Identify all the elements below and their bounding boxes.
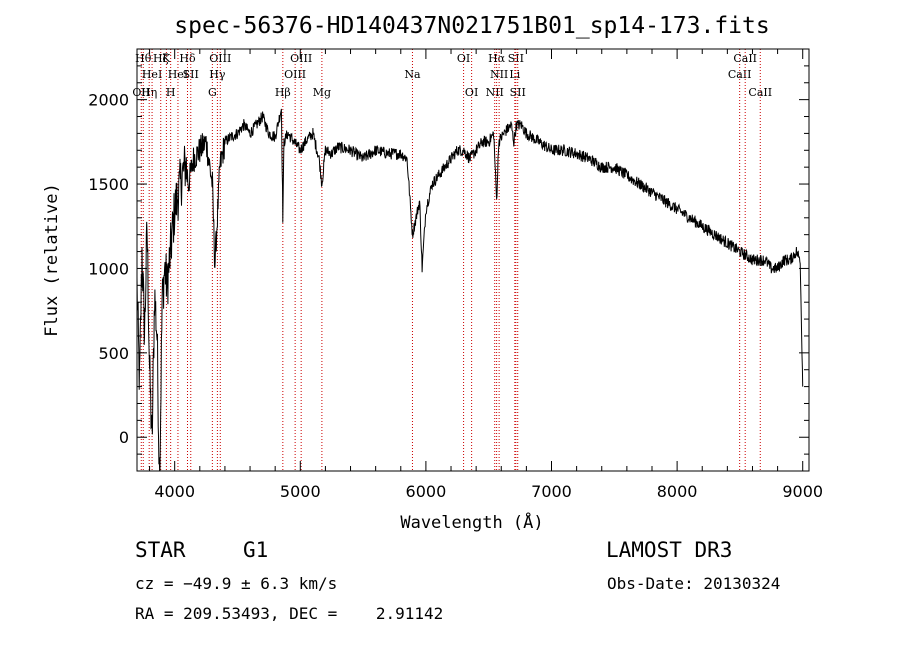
object-class: STAR <box>135 538 186 562</box>
x-axis: 4000 5000 6000 7000 8000 9000 <box>149 49 823 501</box>
survey-name: LAMOST DR3 <box>606 538 733 562</box>
line-marker-label: G <box>208 86 217 99</box>
line-marker-label: Li <box>509 68 520 81</box>
line-marker-label: OIII <box>284 68 306 81</box>
x-tick-label: 5000 <box>280 482 321 501</box>
redshift-cz: cz = −49.9 ± 6.3 km/s <box>135 574 338 593</box>
line-marker-label: OIII <box>290 52 312 65</box>
x-tick-label: 6000 <box>406 482 447 501</box>
line-marker-label: Mg <box>313 86 331 99</box>
line-marker-label: HeI <box>168 68 188 81</box>
line-marker-label: OI <box>465 86 478 99</box>
plot-frame <box>136 48 810 472</box>
line-marker-label: Hδ <box>179 52 196 65</box>
line-marker-label: SII <box>510 86 526 99</box>
line-marker-label: CaII <box>733 52 757 65</box>
line-marker-label: HeI <box>142 68 162 81</box>
series-layer <box>136 108 804 472</box>
x-tick-label: 4000 <box>154 482 195 501</box>
obs-date: Obs-Date: 20130324 <box>607 574 781 593</box>
line-marker-label: Hθ <box>135 52 152 65</box>
spectrum-line <box>136 108 804 472</box>
x-tick-label: 9000 <box>782 482 823 501</box>
line-marker-label: SII <box>508 52 524 65</box>
line-marker-label: OIII <box>209 52 231 65</box>
line-marker-label: K <box>162 52 171 65</box>
line-marker-label: Hγ <box>209 68 226 81</box>
y-tick-label: 2000 <box>88 91 129 110</box>
y-tick-label: 0 <box>119 428 129 447</box>
object-subclass: G1 <box>243 538 269 562</box>
x-tick-label: 8000 <box>657 482 698 501</box>
line-marker-label: CaII <box>748 86 772 99</box>
chart-title: spec-56376-HD140437N021751B01_sp14-173.f… <box>174 13 769 39</box>
x-tick-label: 7000 <box>531 482 572 501</box>
line-marker-label: OI <box>457 52 470 65</box>
line-marker-label: Hη <box>141 86 157 99</box>
line-markers: OIIHθHηHeIHζKHHeIHδSIIGHγOIIIHβOIIIOIIIM… <box>132 49 772 471</box>
line-marker-label: Hα <box>488 52 506 65</box>
line-marker-label: Hζ <box>153 52 169 65</box>
line-marker-label: NII <box>486 86 504 99</box>
line-marker-label: CaII <box>728 68 752 81</box>
line-marker-label: Na <box>404 68 421 81</box>
y-tick-label: 500 <box>98 344 129 363</box>
line-marker-label: SII <box>183 68 199 81</box>
x-axis-label: Wavelength (Å) <box>400 511 543 533</box>
line-marker-label: Hβ <box>275 86 291 99</box>
y-axis: 0 500 1000 1500 2000 <box>88 48 809 455</box>
y-tick-label: 1500 <box>88 175 129 194</box>
y-tick-label: 1000 <box>88 259 129 278</box>
ra-dec: RA = 209.53493, DEC = 2.91142 <box>135 604 444 623</box>
y-axis-label: Flux (relative) <box>42 183 62 337</box>
line-marker-label: H <box>166 86 176 99</box>
line-marker-label: NII <box>490 68 508 81</box>
